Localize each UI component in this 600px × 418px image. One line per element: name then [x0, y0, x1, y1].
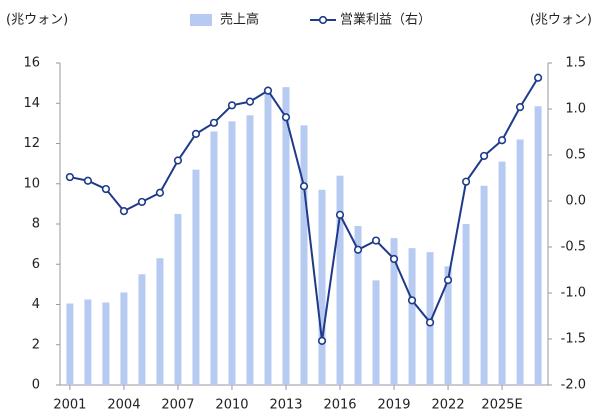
bar	[300, 125, 308, 385]
bar	[192, 169, 200, 385]
bar	[66, 303, 74, 385]
point	[191, 129, 201, 138]
legend-label: 営業利益（右）	[340, 12, 431, 28]
bar	[120, 292, 128, 385]
y2-tick-label: -1.0	[561, 286, 586, 301]
point	[299, 182, 309, 191]
y-tick-label: 14	[23, 96, 40, 111]
point	[461, 177, 471, 186]
point	[173, 156, 183, 165]
left-unit: (兆ウォン)	[6, 13, 68, 28]
bar	[228, 121, 236, 386]
point	[83, 176, 93, 185]
y2-tick-label: -0.5	[561, 240, 586, 255]
x-tick-label: 2019	[377, 398, 410, 413]
point	[335, 210, 345, 219]
y-tick-label: 4	[32, 297, 40, 312]
bar	[156, 258, 164, 385]
y2-tick-label: 0.0	[565, 194, 586, 209]
y-tick-label: 0	[32, 378, 40, 393]
y-tick-label: 6	[32, 257, 40, 272]
point	[263, 86, 273, 95]
bar	[84, 299, 92, 385]
bar	[210, 131, 218, 385]
right-unit: (兆ウォン)	[530, 13, 592, 28]
point	[407, 296, 417, 305]
legend-label: 売上高	[220, 12, 259, 28]
bar	[498, 161, 506, 385]
y-tick-label: 10	[23, 176, 40, 191]
point	[443, 276, 453, 285]
point	[371, 236, 381, 245]
y2-tick-label: 0.5	[565, 148, 586, 163]
point	[245, 97, 255, 106]
point	[425, 318, 435, 327]
x-tick-label: 2007	[161, 398, 194, 413]
point	[101, 184, 111, 194]
y-tick-label: 12	[23, 136, 40, 151]
bar	[390, 238, 398, 385]
y2-tick-label: 1.5	[565, 56, 586, 71]
point	[515, 103, 525, 112]
bar	[372, 280, 380, 385]
bar	[516, 139, 524, 385]
point	[281, 113, 291, 122]
x-tick-label: 2025E	[481, 398, 522, 413]
bar	[408, 248, 416, 385]
bar	[174, 213, 182, 385]
x-tick-label: 2022	[432, 398, 465, 413]
bar	[282, 87, 290, 386]
bar	[480, 185, 488, 385]
bar	[462, 224, 470, 385]
y-tick-label: 2	[32, 337, 40, 352]
bar	[246, 115, 254, 385]
bar	[444, 266, 452, 385]
point	[389, 254, 399, 264]
y-tick-label: 16	[23, 56, 40, 71]
point	[497, 136, 507, 145]
legend-swatch	[190, 14, 212, 26]
point	[227, 101, 237, 110]
bar	[354, 226, 362, 385]
point	[137, 197, 147, 207]
x-tick-label: 2004	[107, 398, 140, 413]
point	[209, 118, 219, 127]
point	[65, 172, 75, 182]
point	[317, 336, 327, 345]
bar	[318, 189, 326, 385]
y2-tick-label: 1.0	[565, 102, 586, 117]
point	[119, 207, 129, 216]
point	[479, 151, 489, 161]
y-tick-label: 8	[32, 217, 40, 232]
point	[533, 73, 543, 82]
point	[353, 245, 363, 254]
bar	[534, 106, 542, 386]
bar	[336, 175, 344, 385]
y2-tick-label: -2.0	[561, 378, 586, 393]
y2-tick-label: -1.5	[561, 332, 586, 347]
bar	[138, 274, 146, 385]
point	[155, 188, 165, 197]
bar	[102, 302, 110, 385]
legend-marker	[318, 15, 328, 25]
x-tick-label: 2016	[323, 398, 356, 413]
bar	[264, 93, 272, 385]
x-tick-label: 2010	[215, 398, 248, 413]
x-tick-label: 2001	[53, 398, 86, 413]
x-tick-label: 2013	[269, 398, 302, 413]
